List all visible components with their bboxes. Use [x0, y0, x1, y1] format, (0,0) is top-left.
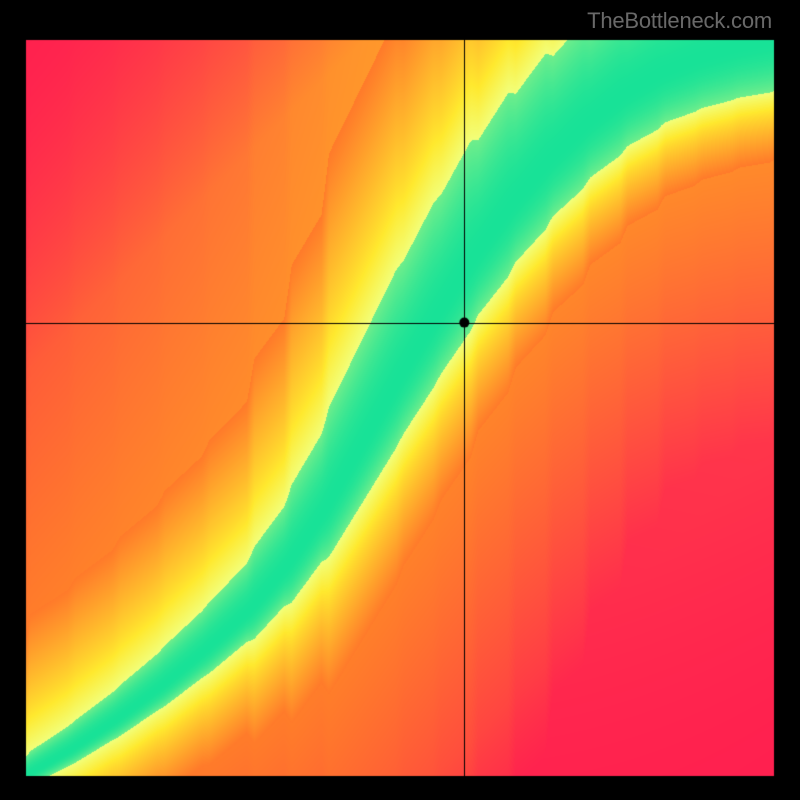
bottleneck-heatmap: [0, 0, 800, 800]
chart-container: { "type": "heatmap", "source_watermark":…: [0, 0, 800, 800]
watermark-text: TheBottleneck.com: [587, 8, 772, 34]
